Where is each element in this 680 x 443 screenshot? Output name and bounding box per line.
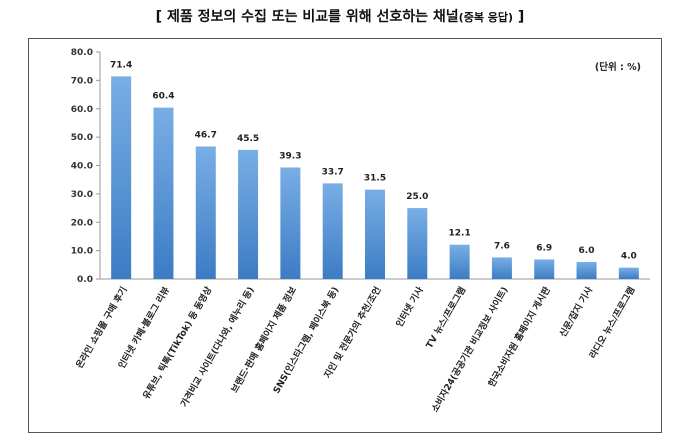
bar xyxy=(111,76,132,279)
bar xyxy=(195,146,216,279)
chart-title-close: ] xyxy=(517,9,525,25)
x-tick-label: 유튜브, 틱톡(TikTok) 등 동영상 xyxy=(140,284,215,401)
bar xyxy=(407,208,428,279)
bar xyxy=(449,244,470,279)
unit-label: (단위 : %) xyxy=(594,62,641,73)
y-tick-label: 40.0 xyxy=(71,162,93,172)
data-label: 46.7 xyxy=(195,130,217,140)
x-tick-label: 인터넷 기사 xyxy=(393,284,426,329)
x-tick-label: 가격비교 사이트(다나와, 에누리 등) xyxy=(178,285,257,410)
y-tick-label: 60.0 xyxy=(71,105,93,115)
chart-frame: (단위 : %) xyxy=(28,38,662,433)
x-tick-label: 라디오 뉴스/프로그램 xyxy=(587,285,638,361)
x-tick-label: TV 뉴스/프로그램 xyxy=(423,284,468,350)
data-label: 6.9 xyxy=(536,243,552,253)
data-label: 60.4 xyxy=(152,92,174,102)
data-label: 71.4 xyxy=(110,60,132,70)
bar xyxy=(491,257,512,279)
y-tick-label: 70.0 xyxy=(71,76,93,86)
y-tick-label: 10.0 xyxy=(71,247,93,257)
data-label: 25.0 xyxy=(406,192,428,202)
chart-title-suffix: (중복 응답) xyxy=(458,11,514,24)
data-label: 12.1 xyxy=(449,229,471,239)
y-tick-label: 80.0 xyxy=(71,48,93,58)
y-tick-label: 20.0 xyxy=(71,218,93,228)
x-tick-label: 소비자24(공공기관 비교정보 사이트) xyxy=(429,285,511,415)
chart-title: [ 제품 정보의 수집 또는 비교를 위해 선호하는 채널(중복 응답) ] xyxy=(0,6,680,26)
bar xyxy=(576,261,597,279)
y-tick-label: 50.0 xyxy=(71,133,93,143)
bar xyxy=(534,259,555,279)
data-label: 7.6 xyxy=(494,241,510,251)
bar xyxy=(618,267,639,279)
bar xyxy=(365,189,385,279)
bar xyxy=(153,107,174,280)
bar xyxy=(322,183,343,279)
data-label: 31.5 xyxy=(364,174,386,184)
bar xyxy=(238,149,259,279)
y-tick-label: 30.0 xyxy=(71,190,93,200)
data-label: 4.0 xyxy=(621,252,637,262)
x-tick-label: 신문/잡지 기사 xyxy=(557,284,596,339)
data-label: 6.0 xyxy=(579,246,595,256)
bar xyxy=(280,167,301,279)
data-label: 39.3 xyxy=(279,151,301,161)
data-label: 45.5 xyxy=(237,134,259,144)
data-label: 33.7 xyxy=(322,167,344,177)
y-tick-label: 0.0 xyxy=(77,275,93,285)
chart-title-main: [ 제품 정보의 수집 또는 비교를 위해 선호하는 채널 xyxy=(155,9,459,25)
